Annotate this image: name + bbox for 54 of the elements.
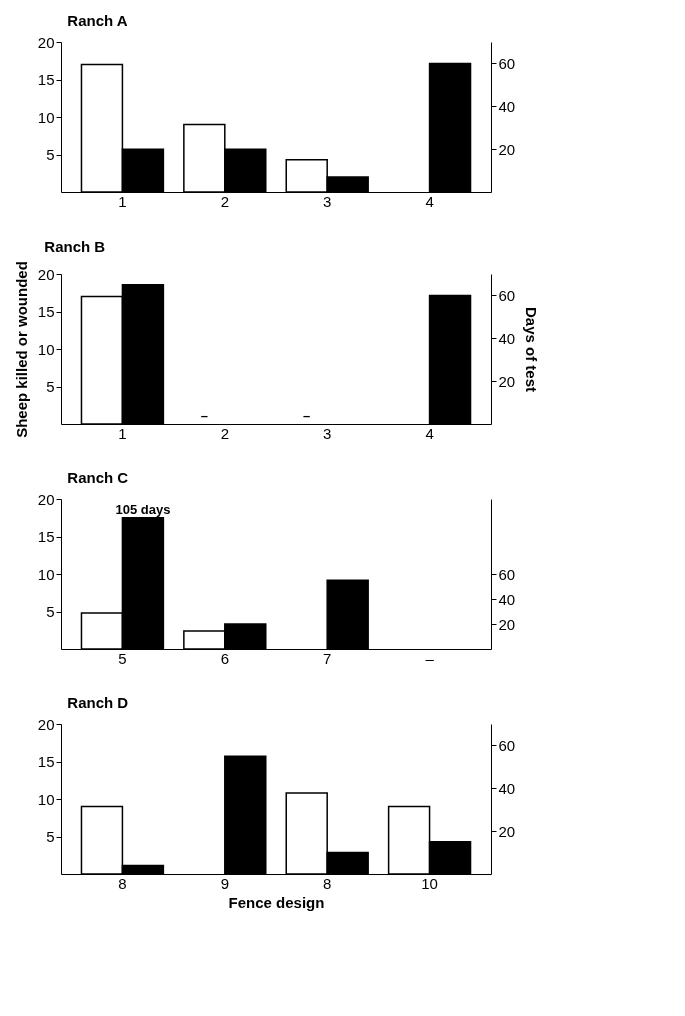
x-tick-label: 5 xyxy=(118,649,127,667)
x-tick-label: 1 xyxy=(118,424,127,442)
y-tick-label: 15 xyxy=(37,303,55,320)
y-tick-label: 15 xyxy=(37,753,55,770)
x-tick-label: 6 xyxy=(220,649,229,667)
x-tick-label: 10 xyxy=(421,874,438,892)
y2-tick-label: 60 xyxy=(498,736,516,754)
x-tick-label: 8 xyxy=(323,874,332,892)
data-label: 105 days xyxy=(115,501,171,517)
y2-tick-label: 20 xyxy=(498,140,516,158)
x-tick-label: 7 xyxy=(323,649,332,667)
y-tick-label: 20 xyxy=(37,715,55,733)
x-tick-label: 4 xyxy=(425,424,434,442)
y-tick-label: 10 xyxy=(37,790,55,808)
y-tick-label: 15 xyxy=(37,528,55,545)
chart-title: Ranch D xyxy=(67,694,129,711)
y-axis-title: Sheep killed or wounded xyxy=(12,261,30,438)
x-tick-label: 2 xyxy=(220,192,229,210)
x-tick-label: 4 xyxy=(425,192,434,210)
y-tick-label: 15 xyxy=(37,71,55,88)
y2-tick-label: 60 xyxy=(498,286,516,304)
x-tick-label: – xyxy=(425,649,435,667)
x-tick-label: 2 xyxy=(220,424,229,442)
chart-title: Ranch A xyxy=(67,12,128,29)
y2-tick-label: 40 xyxy=(498,329,516,347)
y2-tick-label: 60 xyxy=(498,54,516,72)
x-tick-label: 3 xyxy=(323,424,332,442)
y-tick-label: 10 xyxy=(37,340,55,358)
y2-tick-label: 40 xyxy=(498,779,516,797)
x-tick-label: 8 xyxy=(118,874,127,892)
y-tick-label: 10 xyxy=(37,565,55,583)
chart-title: Ranch B xyxy=(44,237,106,255)
y-tick-label: 20 xyxy=(37,265,55,283)
x-tick-label: 1 xyxy=(118,192,127,210)
y2-tick-label: 20 xyxy=(498,822,516,840)
y2-tick-label: 60 xyxy=(498,565,516,583)
x-tick-label: 3 xyxy=(323,192,332,210)
y2-tick-label: 40 xyxy=(498,590,516,608)
text: – xyxy=(303,408,311,423)
chart-title: Ranch C xyxy=(67,469,129,486)
x-tick-label: 9 xyxy=(220,874,229,892)
text: – xyxy=(200,408,208,423)
y2-tick-label: 40 xyxy=(498,97,516,115)
y-tick-label: 5 xyxy=(46,146,55,163)
y-tick-label: 5 xyxy=(46,378,55,395)
x-axis-title: Fence design xyxy=(228,893,325,911)
y-tick-label: 5 xyxy=(46,828,55,845)
y-tick-label: 20 xyxy=(37,490,55,508)
y2-axis-title: Days of test xyxy=(523,306,541,393)
y-tick-label: 10 xyxy=(37,108,55,126)
y-tick-label: 5 xyxy=(46,603,55,620)
y2-tick-label: 20 xyxy=(498,615,516,633)
y2-tick-label: 20 xyxy=(498,372,516,390)
y-tick-label: 20 xyxy=(37,33,55,51)
